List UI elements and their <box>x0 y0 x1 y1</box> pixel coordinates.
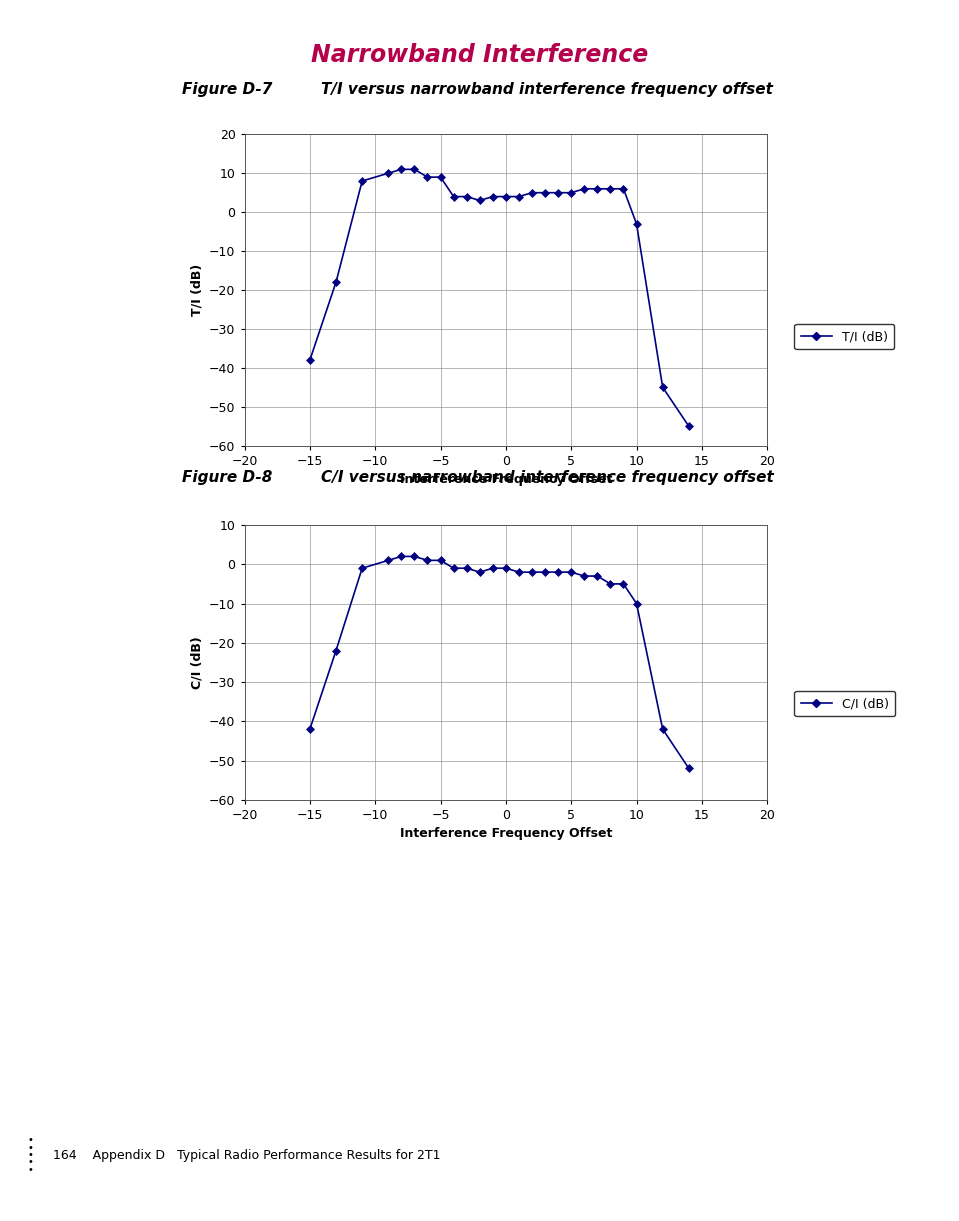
Text: •: • <box>28 1165 34 1175</box>
Text: T/I versus narrowband interference frequency offset: T/I versus narrowband interference frequ… <box>321 82 773 96</box>
X-axis label: Interference Frequency Offset: Interference Frequency Offset <box>400 474 612 486</box>
Text: •: • <box>28 1158 34 1167</box>
Text: •: • <box>28 1143 34 1153</box>
X-axis label: Interference Frequency Offset: Interference Frequency Offset <box>400 828 612 840</box>
Text: Figure D-7: Figure D-7 <box>182 82 272 96</box>
Text: Figure D-8: Figure D-8 <box>182 470 272 485</box>
Text: Narrowband Interference: Narrowband Interference <box>311 43 648 67</box>
Legend: C/I (dB): C/I (dB) <box>794 691 895 717</box>
Text: •: • <box>28 1150 34 1160</box>
Legend: T/I (dB): T/I (dB) <box>794 324 894 349</box>
Text: 164    Appendix D   Typical Radio Performance Results for 2T1: 164 Appendix D Typical Radio Performance… <box>53 1149 440 1161</box>
Text: •: • <box>28 1136 34 1145</box>
Y-axis label: T/I (dB): T/I (dB) <box>191 264 203 316</box>
Text: C/I versus narrowband interference frequency offset: C/I versus narrowband interference frequ… <box>321 470 774 485</box>
Y-axis label: C/I (dB): C/I (dB) <box>191 636 203 689</box>
